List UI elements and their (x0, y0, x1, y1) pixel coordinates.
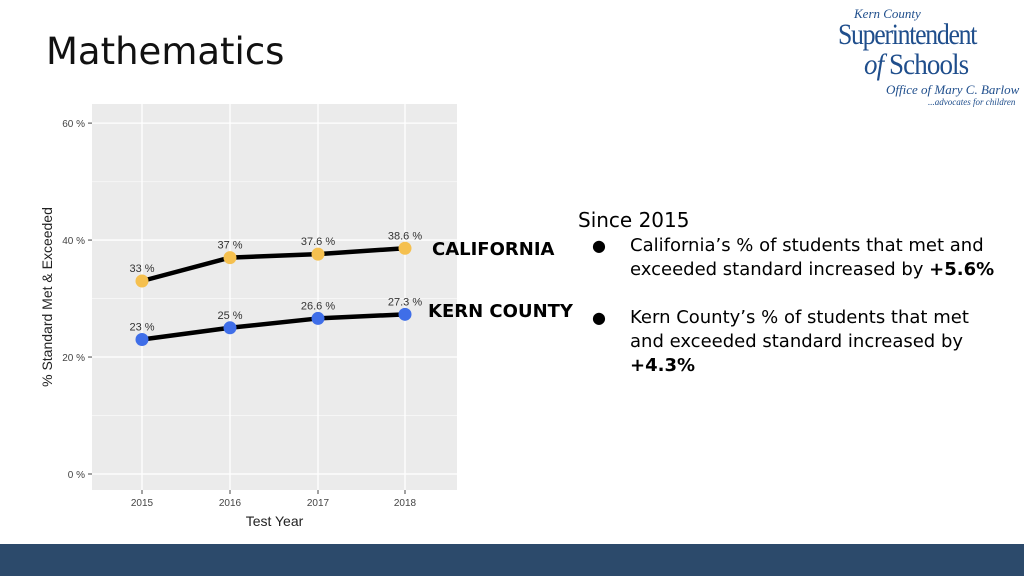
logo-line-office: Office of Mary C. Barlow (886, 82, 1020, 97)
data-point (223, 321, 237, 335)
chart-svg: 0 % 20 % 40 % 60 % 2015 2016 2017 2018 Test Year… (39, 104, 457, 529)
logo-of: of (864, 48, 884, 81)
logo-line-county: Kern County (854, 6, 921, 21)
bullet-text-body: Kern County’s % of students that met and… (630, 307, 969, 352)
bullet-text: California’s % of students that met and … (630, 234, 1008, 282)
logo-line-superintendent: Superintendent (838, 18, 977, 51)
data-point (398, 307, 412, 321)
y-tick-label: 0 % (68, 470, 85, 481)
y-tick-label: 40 % (62, 236, 85, 247)
logo-line-schools: of Schools (864, 48, 969, 82)
bullet-text: Kern County’s % of students that met and… (630, 306, 1008, 378)
bullet-text-body: California’s % of students that met and … (630, 235, 984, 280)
summary-bullet-california: ● California’s % of students that met an… (578, 234, 1008, 282)
data-label: 33 % (129, 263, 154, 275)
logo-line-tagline: ...advocates for children (928, 97, 1016, 107)
data-point (135, 274, 149, 288)
bullet-value: +4.3% (630, 355, 696, 376)
data-label: 37.6 % (301, 236, 335, 248)
series-line (141, 246, 406, 284)
plot-panel (92, 104, 457, 490)
bullet-icon: ● (592, 236, 606, 255)
data-point (311, 311, 325, 325)
logo-schools: Schools (883, 48, 969, 81)
data-label: 23 % (129, 321, 154, 333)
bullet-icon: ● (592, 308, 606, 327)
series-line (141, 312, 406, 342)
summary-bullet-kern: ● Kern County’s % of students that met a… (578, 306, 1008, 378)
x-tick-label: 2016 (219, 498, 242, 509)
data-label: 27.3 % (388, 296, 422, 308)
data-point (311, 247, 325, 261)
line-chart: 0 % 20 % 40 % 60 % 2015 2016 2017 2018 Test Year… (0, 90, 600, 540)
x-tick-label: 2017 (307, 498, 330, 509)
page-title: Mathematics (46, 30, 285, 73)
data-point (135, 332, 149, 346)
data-point (223, 251, 237, 265)
x-tick-label: 2018 (394, 498, 417, 509)
series-label-kern-county: KERN COUNTY (428, 301, 573, 322)
summary-panel: Since 2015 ● California’s % of students … (578, 208, 1008, 378)
y-tick-label: 60 % (62, 119, 85, 130)
series-label-california: CALIFORNIA (432, 239, 555, 260)
x-tick-label: 2015 (131, 498, 154, 509)
data-point (398, 241, 412, 255)
y-axis-title: % Standard Met & Exceeded (39, 207, 55, 387)
data-label: 37 % (217, 240, 242, 252)
x-axis-title: Test Year (246, 513, 304, 529)
summary-heading: Since 2015 (578, 208, 690, 232)
bullet-value: +5.6% (929, 259, 995, 280)
y-tick-label: 20 % (62, 353, 85, 364)
kern-county-logo: Kern County Superintendent of Schools Of… (836, 6, 1020, 110)
data-label: 25 % (217, 310, 242, 322)
footer-bar (0, 544, 1024, 576)
data-label: 38.6 % (388, 230, 422, 242)
data-label: 26.6 % (301, 300, 335, 312)
